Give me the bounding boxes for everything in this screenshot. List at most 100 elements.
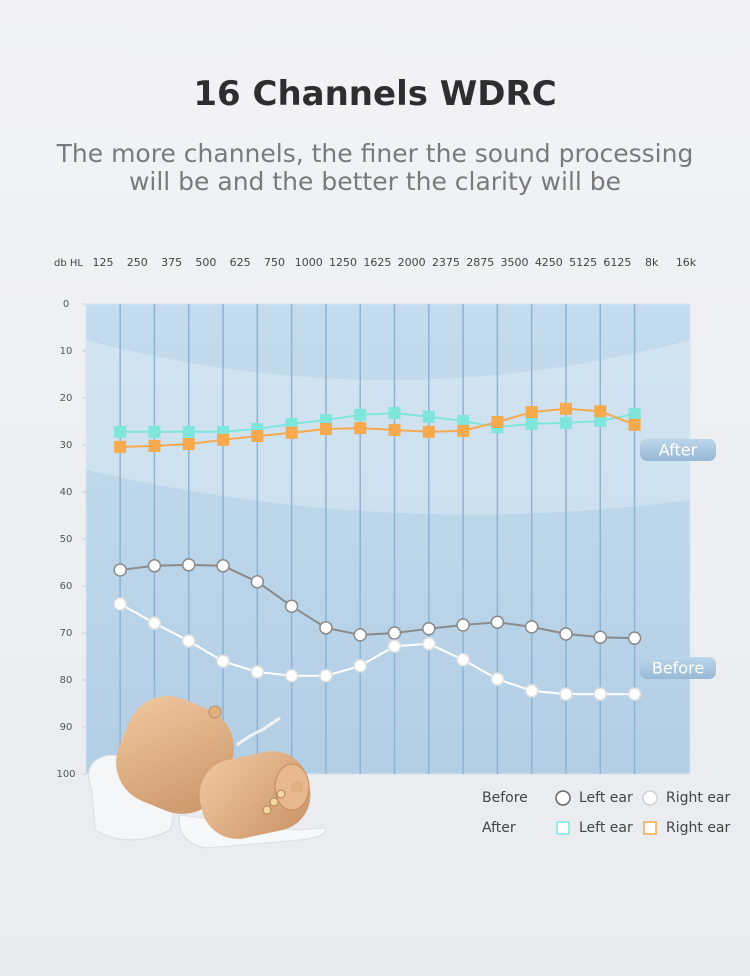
legend-label: Left ear (579, 790, 633, 806)
axis-label: db HL (54, 258, 83, 269)
y-tick-label: 20 (60, 393, 73, 404)
x-tick-label: 2875 (466, 256, 494, 269)
series-line (119, 603, 635, 696)
marker (490, 615, 505, 629)
marker (147, 616, 162, 630)
x-tick-label: 2375 (432, 256, 460, 269)
marker (181, 558, 196, 572)
marker (319, 669, 333, 683)
marker (559, 687, 573, 701)
marker (251, 430, 264, 443)
legend-label: Right ear (666, 790, 731, 806)
marker (387, 639, 402, 653)
x-tick-label: 125 (93, 256, 114, 269)
marker (457, 424, 470, 437)
y-tick-label: 30 (60, 440, 73, 451)
y-tick-label: 80 (60, 675, 73, 686)
marker (628, 407, 641, 420)
plot-area (85, 303, 691, 775)
marker (147, 559, 162, 573)
plot-highlight (86, 340, 690, 515)
legend-swatch (643, 821, 657, 835)
marker (456, 618, 470, 632)
marker (422, 425, 435, 438)
x-tick-label: 6125 (603, 256, 631, 269)
marker (113, 563, 127, 577)
legend-label: Right ear (666, 820, 731, 836)
marker (285, 426, 298, 439)
x-tick-label: 750 (264, 256, 285, 269)
marker (216, 654, 230, 668)
x-tick-label: 1625 (363, 256, 391, 269)
title: 16 Channels WDRC (193, 74, 557, 114)
marker (354, 408, 367, 421)
annotation: After (659, 441, 698, 460)
y-tick-label: 100 (56, 769, 75, 780)
marker (593, 687, 608, 701)
x-tick-label: 500 (195, 256, 216, 269)
marker (422, 622, 436, 636)
marker (387, 626, 402, 640)
x-tick-label: 1250 (329, 256, 357, 269)
series-line (119, 563, 635, 640)
x-tick-label: 8k (645, 256, 659, 269)
x-tick-label: 2000 (398, 256, 426, 269)
y-tick-label: 10 (60, 346, 73, 357)
marker (319, 423, 332, 436)
annotation: Before (652, 659, 704, 678)
marker (559, 402, 572, 415)
marker (182, 438, 195, 451)
marker (148, 439, 161, 452)
marker (114, 440, 127, 453)
marker (422, 410, 435, 423)
legend-group: Before (482, 790, 528, 806)
marker (217, 433, 230, 446)
x-tick-label: 4250 (535, 256, 563, 269)
y-tick-label: 0 (63, 299, 69, 310)
marker (559, 627, 573, 641)
x-tick-label: 375 (161, 256, 182, 269)
annotation-badge (640, 439, 716, 461)
marker (319, 621, 333, 635)
marker (354, 422, 367, 435)
marker (628, 418, 641, 431)
marker (284, 599, 299, 613)
marker (559, 416, 572, 429)
marker (114, 425, 127, 438)
legend-label: Left ear (579, 820, 633, 836)
x-tick-label: 5125 (569, 256, 597, 269)
marker (113, 597, 127, 611)
product-image (88, 696, 327, 849)
legend-group: After (482, 820, 516, 836)
marker (353, 628, 367, 642)
marker (216, 559, 230, 573)
x-tick-label: 1000 (295, 256, 323, 269)
legend-swatch (556, 821, 570, 835)
y-tick-label: 60 (60, 581, 73, 592)
x-tick-label: 16k (676, 256, 697, 269)
marker (490, 672, 505, 686)
marker (284, 669, 299, 683)
y-tick-label: 40 (60, 487, 73, 498)
marker (148, 425, 161, 438)
x-tick-label: 3500 (501, 256, 529, 269)
subtitle: The more channels, the finer the sound p… (56, 139, 694, 196)
marker (181, 634, 196, 648)
y-tick-label: 50 (60, 534, 73, 545)
x-tick-label: 625 (230, 256, 251, 269)
marker (250, 575, 265, 589)
marker (594, 415, 607, 428)
series-line (120, 407, 635, 448)
marker (182, 425, 195, 438)
marker (594, 405, 607, 418)
marker (388, 423, 401, 436)
y-tick-label: 90 (60, 722, 73, 733)
marker (250, 665, 265, 679)
marker (593, 630, 608, 644)
marker (627, 631, 642, 645)
legend-swatch (555, 790, 571, 806)
marker (353, 659, 367, 673)
marker (388, 407, 401, 420)
